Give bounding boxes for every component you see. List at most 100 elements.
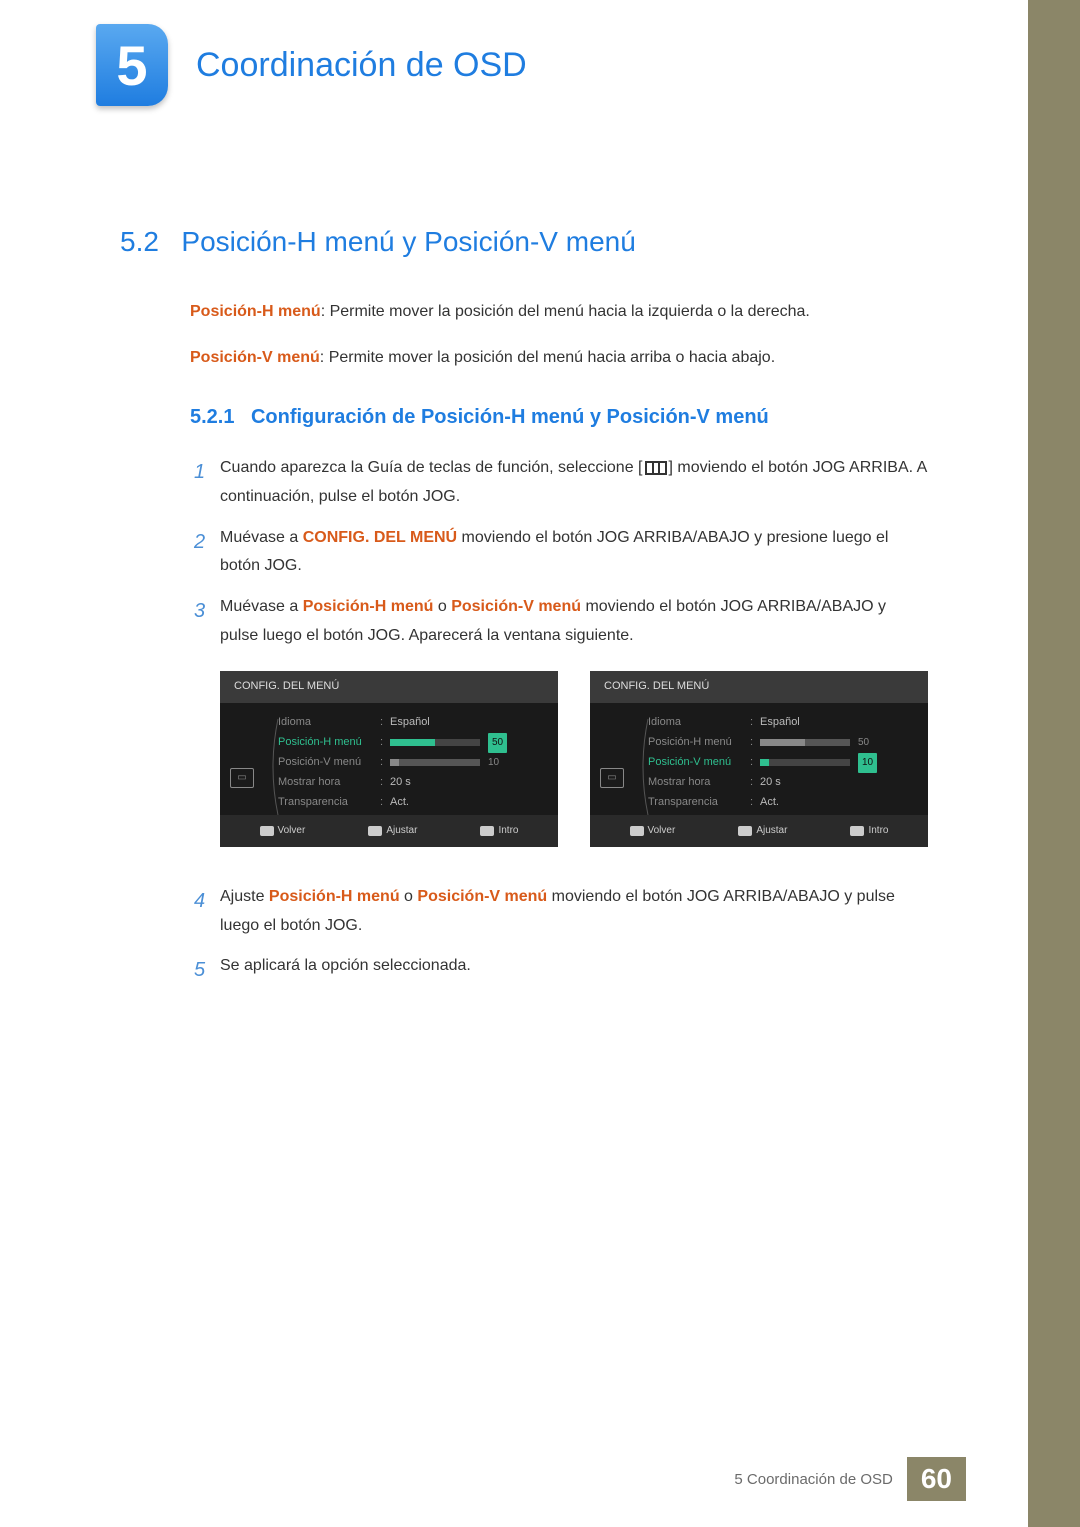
osd-panel-pos-v: CONFIG. DEL MENÚ ▭ <box>590 671 928 847</box>
definition-v-text: : Permite mover la posición del menú hac… <box>320 349 775 366</box>
enter-icon <box>480 826 494 836</box>
osd-slider-h <box>760 739 850 746</box>
osd-footer-volver: Volver <box>260 822 306 840</box>
osd-label-active: Posición-H menú <box>278 733 380 753</box>
step-body: Ajuste Posición-H menú o Posición-V menú… <box>220 883 928 941</box>
osd-item-pos-v: Posición-V menú: 10 <box>278 753 540 773</box>
definition-h-text: : Permite mover la posición del menú hac… <box>321 303 810 320</box>
step-text: o <box>400 888 418 905</box>
subsection-number: 5.2.1 <box>190 406 234 428</box>
osd-item-pos-h: Posición-H menú: 50 <box>648 733 910 753</box>
osd-value: Act. <box>760 793 779 813</box>
osd-value: Act. <box>390 793 409 813</box>
osd-list: Idioma: Español Posición-H menú: 50 <box>278 713 540 813</box>
step-text: Muévase a <box>220 598 303 615</box>
subsection-heading: 5.2.1 Configuración de Posición-H menú y… <box>190 402 928 432</box>
definition-h: Posición-H menú: Permite mover la posici… <box>190 300 928 324</box>
step-number: 5 <box>194 952 220 988</box>
content-area: 5.2 Posición-H menú y Posición-V menú Po… <box>0 106 1028 988</box>
definitions: Posición-H menú: Permite mover la posici… <box>190 300 928 988</box>
osd-label: Transparencia <box>278 793 380 813</box>
step-body: Muévase a CONFIG. DEL MENÚ moviendo el b… <box>220 524 928 582</box>
osd-label-active: Posición-V menú <box>648 753 750 773</box>
osd-item-idioma: Idioma: Español <box>278 713 540 733</box>
subsection-title: Configuración de Posición-H menú y Posic… <box>251 406 769 428</box>
highlight-text: Posición-V menú <box>417 888 547 905</box>
step-text: o <box>433 598 451 615</box>
osd-footer-volver: Volver <box>630 822 676 840</box>
page: 5 Coordinación de OSD 5.2 Posición-H men… <box>0 0 1028 1527</box>
osd-arc-decoration <box>268 713 278 813</box>
section-number: 5.2 <box>120 226 159 257</box>
osd-slider-value: 50 <box>858 734 869 752</box>
step-number: 4 <box>194 883 220 941</box>
adjust-icon <box>738 826 752 836</box>
osd-slider-value: 10 <box>488 754 499 772</box>
highlight-text: Posición-V menú <box>451 598 581 615</box>
osd-item-hora: Mostrar hora: 20 s <box>648 773 910 793</box>
osd-slider-h <box>390 739 480 746</box>
chapter-header: 5 Coordinación de OSD <box>96 24 1028 106</box>
osd-slider-v <box>390 759 480 766</box>
osd-value: Español <box>760 713 800 733</box>
osd-item-pos-v: Posición-V menú: 10 <box>648 753 910 773</box>
osd-category-icon: ▭ <box>600 768 624 788</box>
osd-label: Mostrar hora <box>278 773 380 793</box>
osd-label: Posición-V menú <box>278 753 380 773</box>
osd-screenshots-row: CONFIG. DEL MENÚ ▭ <box>220 671 928 847</box>
osd-item-transp: Transparencia: Act. <box>278 793 540 813</box>
step-text: Ajuste <box>220 888 269 905</box>
section-heading: 5.2 Posición-H menú y Posición-V menú <box>120 226 928 258</box>
osd-slider-v <box>760 759 850 766</box>
step-body: Muévase a Posición-H menú o Posición-V m… <box>220 593 928 871</box>
step-body: Cuando aparezca la Guía de teclas de fun… <box>220 454 928 512</box>
osd-value: 20 s <box>760 773 781 793</box>
section-title: Posición-H menú y Posición-V menú <box>181 226 635 257</box>
osd-footer-ajustar: Ajustar <box>368 822 417 840</box>
step-number: 3 <box>194 593 220 871</box>
osd-panel-pos-h: CONFIG. DEL MENÚ ▭ <box>220 671 558 847</box>
back-icon <box>260 826 274 836</box>
osd-arc-decoration <box>638 713 648 813</box>
highlight-text: Posición-H menú <box>269 888 400 905</box>
osd-slider-value: 10 <box>858 753 877 773</box>
page-footer: 5 Coordinación de OSD 60 <box>734 1457 966 1501</box>
osd-item-transp: Transparencia: Act. <box>648 793 910 813</box>
step-3: 3 Muévase a Posición-H menú o Posición-V… <box>194 593 928 871</box>
enter-icon <box>850 826 864 836</box>
osd-footer-intro: Intro <box>480 822 518 840</box>
step-2: 2 Muévase a CONFIG. DEL MENÚ moviendo el… <box>194 524 928 582</box>
osd-title: CONFIG. DEL MENÚ <box>220 671 558 703</box>
osd-category-icon: ▭ <box>230 768 254 788</box>
menu-icon <box>645 461 667 475</box>
sidebar-stripe <box>1028 0 1080 1527</box>
step-text: Cuando aparezca la Guía de teclas de fun… <box>220 459 643 476</box>
definition-v: Posición-V menú: Permite mover la posici… <box>190 346 928 370</box>
step-1: 1 Cuando aparezca la Guía de teclas de f… <box>194 454 928 512</box>
steps-list: 1 Cuando aparezca la Guía de teclas de f… <box>194 454 928 988</box>
step-text: Muévase a <box>220 529 303 546</box>
osd-label: Mostrar hora <box>648 773 750 793</box>
highlight-text: CONFIG. DEL MENÚ <box>303 529 457 546</box>
highlight-text: Posición-H menú <box>303 598 434 615</box>
osd-footer-intro: Intro <box>850 822 888 840</box>
osd-footer-ajustar: Ajustar <box>738 822 787 840</box>
step-number: 1 <box>194 454 220 512</box>
osd-label: Transparencia <box>648 793 750 813</box>
term-pos-v: Posición-V menú <box>190 349 320 366</box>
chapter-number-badge: 5 <box>96 24 168 106</box>
adjust-icon <box>368 826 382 836</box>
term-pos-h: Posición-H menú <box>190 303 321 320</box>
osd-value: Español <box>390 713 430 733</box>
osd-item-pos-h: Posición-H menú: 50 <box>278 733 540 753</box>
osd-title: CONFIG. DEL MENÚ <box>590 671 928 703</box>
osd-value: 20 s <box>390 773 411 793</box>
footer-page-number: 60 <box>907 1457 966 1501</box>
osd-label: Posición-H menú <box>648 733 750 753</box>
step-number: 2 <box>194 524 220 582</box>
step-body: Se aplicará la opción seleccionada. <box>220 952 928 988</box>
osd-item-hora: Mostrar hora: 20 s <box>278 773 540 793</box>
chapter-title: Coordinación de OSD <box>196 46 527 85</box>
osd-footer: Volver Ajustar Intro <box>220 815 558 847</box>
osd-list: Idioma: Español Posición-H menú: 50 <box>648 713 910 813</box>
